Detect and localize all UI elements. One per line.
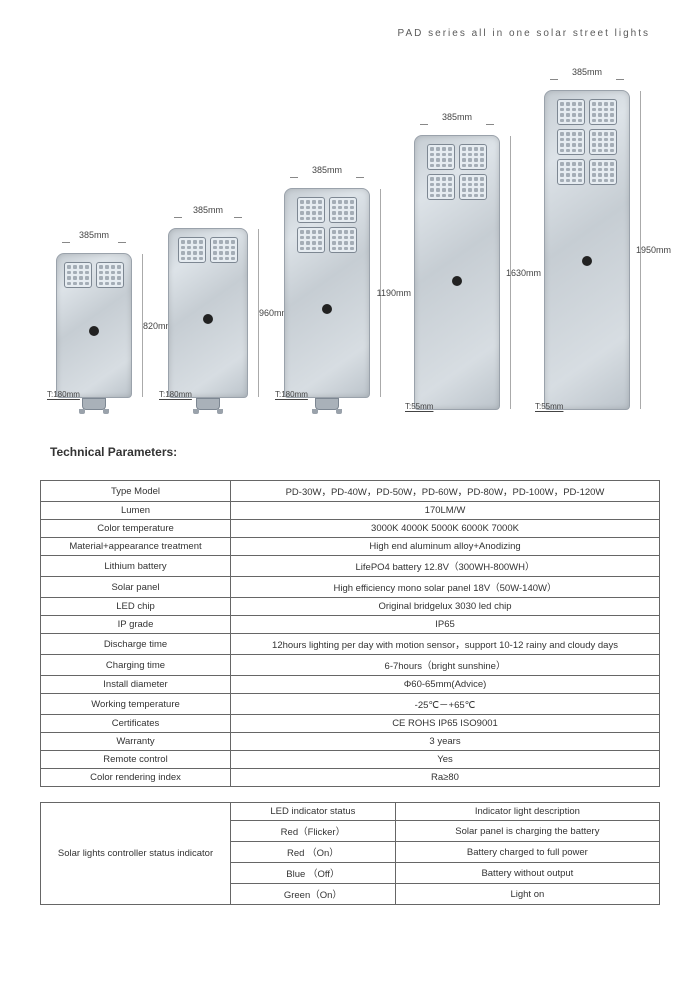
- product-diagram: 385mm820mmT:180mm385mm960mmT:180mm385mm1…: [50, 70, 650, 410]
- dimension-height: 1190mm: [377, 288, 411, 298]
- param-label: Lumen: [41, 502, 231, 520]
- status-cell: Blue （Off）: [231, 863, 396, 884]
- status-indicator-table: Solar lights controller status indicator…: [40, 802, 660, 905]
- param-label: Material+appearance treatment: [41, 538, 231, 556]
- status-cell: Light on: [395, 884, 659, 905]
- param-label: Remote control: [41, 751, 231, 769]
- param-value: Ra≥80: [231, 769, 660, 787]
- param-label: Charging time: [41, 655, 231, 676]
- param-label: Type Model: [41, 481, 231, 502]
- status-label: Solar lights controller status indicator: [41, 803, 231, 905]
- param-label: Solar panel: [41, 577, 231, 598]
- status-cell: Solar panel is charging the battery: [395, 821, 659, 842]
- table-row: Lumen170LM/W: [41, 502, 660, 520]
- param-label: LED chip: [41, 598, 231, 616]
- dimension-thickness: T:55mm: [535, 402, 563, 411]
- table-row: Solar panelHigh efficiency mono solar pa…: [41, 577, 660, 598]
- sensor-icon: [89, 326, 99, 336]
- param-value: CE ROHS IP65 ISO9001: [231, 715, 660, 733]
- table-row: Type ModelPD-30W，PD-40W，PD-50W，PD-60W，PD…: [41, 481, 660, 502]
- table-row: Warranty3 years: [41, 733, 660, 751]
- table-row: Remote controlYes: [41, 751, 660, 769]
- param-value: 3 years: [231, 733, 660, 751]
- param-label: Color temperature: [41, 520, 231, 538]
- dimension-width: 385mm: [57, 230, 131, 240]
- param-label: Warranty: [41, 733, 231, 751]
- mount-icon: [315, 398, 339, 410]
- table-row: CertificatesCE ROHS IP65 ISO9001: [41, 715, 660, 733]
- param-label: IP grade: [41, 616, 231, 634]
- param-label: Install diameter: [41, 676, 231, 694]
- sensor-icon: [322, 304, 332, 314]
- table-row: LED chipOriginal bridgelux 3030 led chip: [41, 598, 660, 616]
- table-row: Color rendering indexRa≥80: [41, 769, 660, 787]
- table-row: Material+appearance treatmentHigh end al…: [41, 538, 660, 556]
- status-cell: Green（On）: [231, 884, 396, 905]
- sensor-icon: [203, 314, 213, 324]
- dimension-thickness: T:180mm: [159, 390, 192, 399]
- dimension-width: 385mm: [545, 67, 629, 77]
- param-value: High efficiency mono solar panel 18V（50W…: [231, 577, 660, 598]
- dimension-width: 385mm: [285, 165, 369, 175]
- sensor-icon: [452, 276, 462, 286]
- param-value: 3000K 4000K 5000K 6000K 7000K: [231, 520, 660, 538]
- param-value: LifePO4 battery 12.8V（300WH-800WH）: [231, 556, 660, 577]
- parameters-table: Type ModelPD-30W，PD-40W，PD-50W，PD-60W，PD…: [40, 480, 660, 787]
- param-value: 6-7hours（bright sunshine）: [231, 655, 660, 676]
- status-cell: Battery charged to full power: [395, 842, 659, 863]
- dimension-thickness: T:180mm: [275, 390, 308, 399]
- mount-icon: [196, 398, 220, 410]
- param-label: Certificates: [41, 715, 231, 733]
- param-label: Lithium battery: [41, 556, 231, 577]
- dimension-thickness: T:55mm: [405, 402, 433, 411]
- table-row: Solar lights controller status indicator…: [41, 803, 660, 821]
- param-value: -25℃－+65℃: [231, 694, 660, 715]
- table-row: Color temperature3000K 4000K 5000K 6000K…: [41, 520, 660, 538]
- dimension-height: 1630mm: [506, 268, 541, 278]
- param-value: 170LM/W: [231, 502, 660, 520]
- product-1: 385mm820mmT:180mm: [56, 253, 132, 410]
- product-3: 385mm1190mmT:180mm: [284, 188, 370, 410]
- param-label: Discharge time: [41, 634, 231, 655]
- product-4: 385mm1630mmT:55mm: [414, 135, 500, 410]
- param-value: Φ60-65mm(Advice): [231, 676, 660, 694]
- table-row: Working temperature-25℃－+65℃: [41, 694, 660, 715]
- param-value: PD-30W，PD-40W，PD-50W，PD-60W，PD-80W，PD-10…: [231, 481, 660, 502]
- table-row: Lithium batteryLifePO4 battery 12.8V（300…: [41, 556, 660, 577]
- sensor-icon: [582, 256, 592, 266]
- param-value: Yes: [231, 751, 660, 769]
- dimension-width: 385mm: [415, 112, 499, 122]
- table-row: IP gradeIP65: [41, 616, 660, 634]
- product-2: 385mm960mmT:180mm: [168, 228, 248, 410]
- dimension-width: 385mm: [169, 205, 247, 215]
- param-value: Original bridgelux 3030 led chip: [231, 598, 660, 616]
- dimension-height: 1950mm: [636, 245, 671, 255]
- product-5: 385mm1950mmT:55mm: [544, 90, 630, 410]
- status-cell: Red（Flicker）: [231, 821, 396, 842]
- param-label: Working temperature: [41, 694, 231, 715]
- table-row: Charging time6-7hours（bright sunshine）: [41, 655, 660, 676]
- section-title: Technical Parameters:: [50, 445, 177, 459]
- param-label: Color rendering index: [41, 769, 231, 787]
- table-row: Install diameterΦ60-65mm(Advice): [41, 676, 660, 694]
- dimension-thickness: T:180mm: [47, 390, 80, 399]
- status-cell: Battery without output: [395, 863, 659, 884]
- status-header: Indicator light description: [395, 803, 659, 821]
- mount-icon: [82, 398, 106, 410]
- param-value: IP65: [231, 616, 660, 634]
- page-title: PAD series all in one solar street light…: [398, 28, 650, 39]
- table-row: Discharge time12hours lighting per day w…: [41, 634, 660, 655]
- param-value: 12hours lighting per day with motion sen…: [231, 634, 660, 655]
- status-header: LED indicator status: [231, 803, 396, 821]
- param-value: High end aluminum alloy+Anodizing: [231, 538, 660, 556]
- status-cell: Red （On）: [231, 842, 396, 863]
